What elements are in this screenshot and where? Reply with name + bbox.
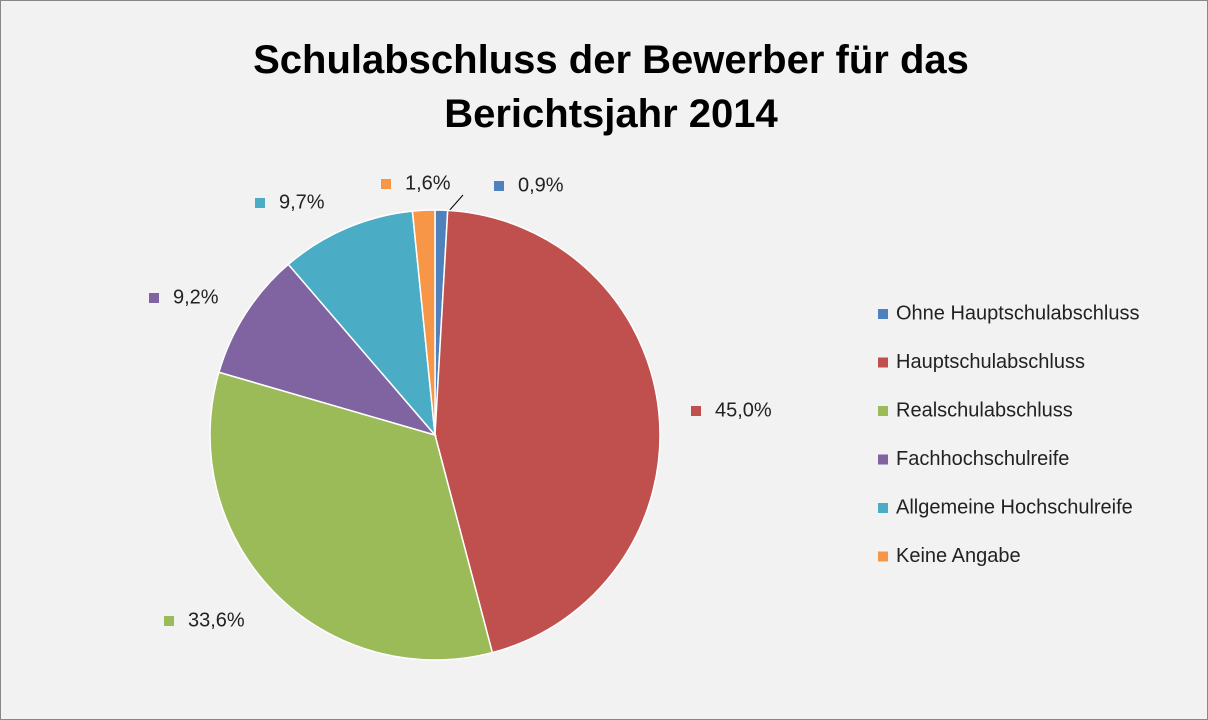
chart-title: Schulabschluss der Bewerber für das Beri…	[253, 38, 969, 136]
data-label: 9,7%	[279, 191, 325, 213]
label-swatch	[494, 181, 504, 191]
pie-slice	[434, 209, 661, 654]
legend-swatch	[878, 357, 888, 368]
data-label: 45,0%	[715, 399, 772, 421]
label-swatch	[255, 198, 265, 208]
label-swatch	[149, 293, 159, 303]
legend-label: Allgemeine Hochschulreife	[896, 496, 1133, 518]
legend-label: Ohne Hauptschulabschluss	[896, 302, 1139, 324]
label-swatch	[691, 406, 701, 416]
legend-swatch	[878, 454, 888, 465]
data-label: 33,6%	[188, 609, 245, 631]
pie-slice	[209, 371, 494, 661]
data-label: 9,2%	[173, 286, 219, 308]
pie-slice	[287, 210, 436, 438]
label-swatch	[381, 179, 391, 189]
legend-swatch	[878, 309, 888, 319]
data-label: 1,6%	[405, 172, 451, 194]
legend-label: Keine Angabe	[896, 545, 1021, 567]
leader-line	[447, 194, 464, 213]
legend-swatch	[878, 406, 888, 416]
legend-swatch	[878, 551, 888, 562]
legend-label: Fachhochschulreife	[896, 448, 1069, 470]
legend-label: Realschulabschluss	[896, 399, 1073, 421]
pie-slice	[218, 263, 438, 437]
label-swatch	[164, 616, 174, 626]
legend-swatch	[878, 503, 888, 513]
pie-slice	[411, 209, 436, 436]
legend-label: Hauptschulabschluss	[896, 351, 1085, 373]
data-label: 0,9%	[518, 174, 564, 196]
